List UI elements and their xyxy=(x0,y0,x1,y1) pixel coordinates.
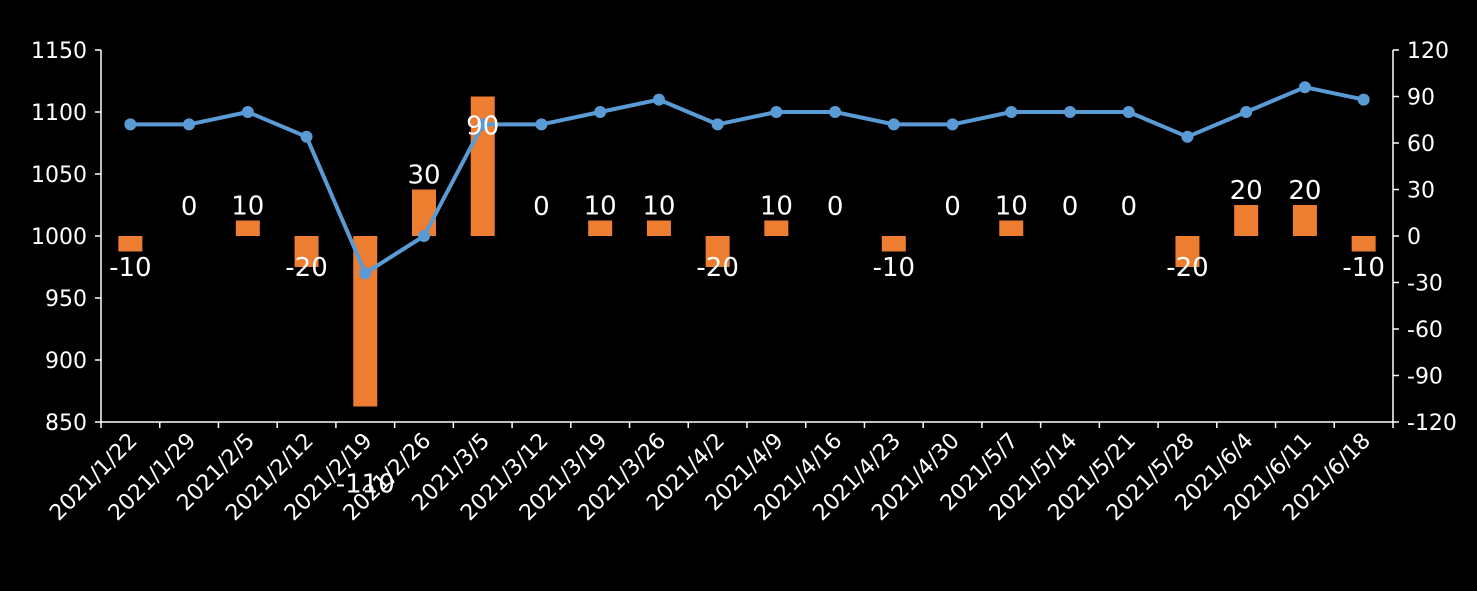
bar-data-label: 10 xyxy=(760,192,793,222)
line-point xyxy=(1240,106,1253,118)
left-tick-label: 850 xyxy=(45,411,87,436)
bar-data-label: 10 xyxy=(995,192,1028,222)
bar xyxy=(235,220,260,236)
line-point xyxy=(418,230,430,242)
bar-data-label: 0 xyxy=(181,192,198,222)
left-tick-label: 1000 xyxy=(31,225,87,250)
line-point xyxy=(124,118,137,131)
bar xyxy=(764,220,789,236)
bar-data-label: 90 xyxy=(466,112,499,142)
axes xyxy=(95,49,1399,428)
line-point xyxy=(476,118,489,131)
bar xyxy=(705,236,730,267)
bar-data-label: 0 xyxy=(533,192,550,222)
line-point xyxy=(1122,106,1135,118)
bar xyxy=(1234,205,1259,236)
bar-data-label: 10 xyxy=(231,192,264,222)
right-tick-label: -120 xyxy=(1407,411,1457,436)
line-point xyxy=(711,118,724,131)
right-tick-label: -60 xyxy=(1407,318,1443,343)
line-point xyxy=(1005,106,1018,118)
bar-data-label: -20 xyxy=(696,253,738,283)
bar-data-label: 0 xyxy=(1120,192,1137,222)
line-point xyxy=(535,118,548,131)
right-tick-label: 60 xyxy=(1407,132,1435,157)
left-tick-label: 1150 xyxy=(31,39,87,64)
bar-data-label: 0 xyxy=(1062,192,1079,222)
bar-data-label: -20 xyxy=(285,253,327,283)
right-tick-label: 30 xyxy=(1407,179,1435,204)
right-tick-label: -30 xyxy=(1407,272,1443,297)
bar xyxy=(1292,205,1317,236)
line-point xyxy=(359,267,372,280)
left-tick-label: 900 xyxy=(45,349,87,374)
bar-data-label: 20 xyxy=(1230,176,1263,206)
left-tick-label: 1100 xyxy=(31,101,87,126)
right-tick-label: 0 xyxy=(1407,225,1421,250)
line-point xyxy=(300,130,313,143)
right-tick-label: 120 xyxy=(1407,39,1449,64)
bar-data-label: -20 xyxy=(1166,253,1208,283)
bar xyxy=(412,189,436,236)
line-point xyxy=(946,118,959,131)
bar-data-label: 20 xyxy=(1288,176,1321,206)
line-point xyxy=(1181,130,1194,143)
left-tick-label: 950 xyxy=(45,287,87,312)
line-path xyxy=(130,85,1365,276)
bar xyxy=(353,236,378,407)
bar-data-label: -10 xyxy=(109,253,151,283)
bar xyxy=(294,236,319,267)
line-point xyxy=(183,118,196,131)
data-labels: -10 0 10 -20 -110 30 90 0 10 10 -20 10 0 -10 0 10 0 0 -20 2… xyxy=(109,112,1385,500)
line-point xyxy=(241,106,254,118)
bar xyxy=(588,220,613,236)
bar xyxy=(1175,236,1200,267)
right-tick-label: -90 xyxy=(1407,365,1443,390)
line-point xyxy=(887,118,900,131)
bar xyxy=(646,220,671,236)
bar-data-label: 0 xyxy=(944,192,961,222)
bar xyxy=(1351,236,1376,252)
bar-data-label: 10 xyxy=(642,192,675,222)
left-tick-label: 1050 xyxy=(31,163,87,188)
bar-data-label: 30 xyxy=(407,161,440,191)
bar-data-label: -10 xyxy=(1342,253,1384,283)
bar xyxy=(999,220,1024,236)
line-point xyxy=(829,106,842,118)
bar xyxy=(881,236,906,252)
bar-data-label: -110 xyxy=(336,470,395,500)
line-series xyxy=(124,81,1370,280)
bar-data-label: 10 xyxy=(584,192,617,222)
line-point xyxy=(1298,81,1311,94)
line-point xyxy=(652,93,665,106)
line-point xyxy=(1064,106,1076,118)
bar-series xyxy=(118,96,1376,407)
line-point xyxy=(594,106,607,118)
bar-data-label: 0 xyxy=(827,192,844,222)
right-tick-label: 90 xyxy=(1407,86,1435,111)
bar-data-label: -10 xyxy=(873,253,915,283)
line-point xyxy=(1357,93,1370,106)
bar xyxy=(118,236,143,252)
line-point xyxy=(770,106,783,118)
